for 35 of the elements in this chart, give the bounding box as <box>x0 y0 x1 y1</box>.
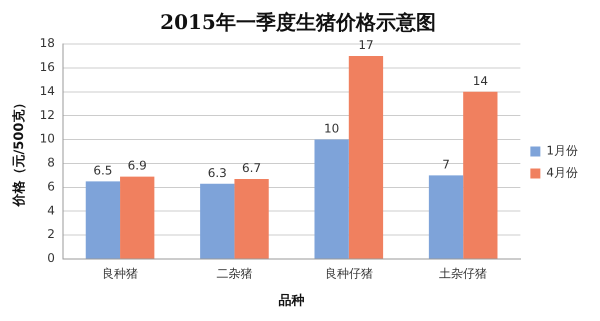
x-axis-title: 品种 <box>278 294 305 309</box>
bar <box>428 175 464 258</box>
y-tick-label: 14 <box>40 84 55 98</box>
legend-label: 4月份 <box>546 166 578 180</box>
data-label: 17 <box>358 38 374 52</box>
data-label: 6.3 <box>208 166 227 180</box>
data-label: 10 <box>324 122 340 136</box>
bar <box>463 92 498 258</box>
bar <box>200 184 234 258</box>
data-label: 14 <box>472 74 488 88</box>
x-tick-label: 良种猪 <box>102 266 138 280</box>
legend-label: 1月份 <box>546 144 578 158</box>
bar <box>314 140 349 258</box>
data-label: 7 <box>442 158 450 172</box>
y-tick-label: 16 <box>40 60 55 74</box>
y-tick-label: 4 <box>47 203 55 218</box>
y-tick-label: 0 <box>47 251 55 266</box>
x-tick-label: 二杂猪 <box>216 266 252 280</box>
bar <box>348 56 384 258</box>
bar <box>120 176 154 258</box>
data-label: 6.5 <box>93 163 112 178</box>
y-tick-label: 6 <box>47 179 55 194</box>
y-tick-label: 8 <box>47 156 55 170</box>
bar <box>234 178 269 258</box>
y-tick-label: 18 <box>40 36 55 50</box>
x-tick-label: 土杂仔猪 <box>439 266 488 280</box>
data-label: 6.7 <box>242 161 262 176</box>
data-label: 6.9 <box>128 158 147 173</box>
bar <box>86 181 120 258</box>
y-tick-label: 12 <box>40 108 55 122</box>
x-tick-label: 良种仔猪 <box>324 266 373 280</box>
y-axis-title: 价格（元/500克） <box>12 96 28 208</box>
y-tick-label: 10 <box>40 132 55 146</box>
y-tick-label: 2 <box>47 227 55 242</box>
chart-title: 2015年一季度生猪价格示意图 <box>160 10 436 34</box>
